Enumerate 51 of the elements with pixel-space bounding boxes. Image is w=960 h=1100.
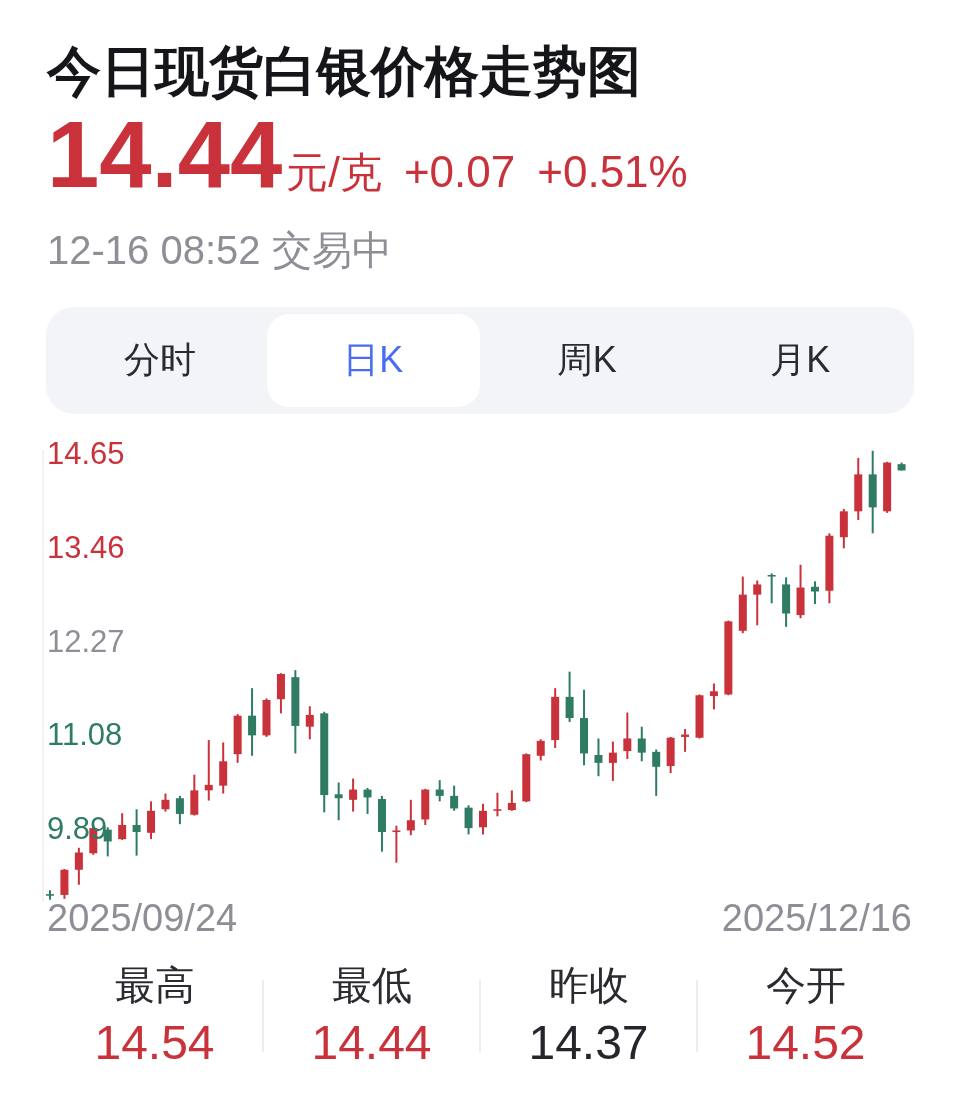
- text: 14.44: [310, 1015, 433, 1071]
- chart-title: 今日现货白银价格走势图: [47, 40, 641, 102]
- text: +0.51%: [537, 147, 688, 197]
- text: 14.52: [744, 1015, 867, 1071]
- candlestick: [753, 579, 762, 627]
- candlestick: [349, 777, 358, 813]
- text: 最高: [113, 962, 196, 1009]
- candlestick: [479, 802, 487, 836]
- annotation: 2025/09/24: [47, 896, 238, 940]
- candlestick: [450, 784, 459, 812]
- candlestick: [565, 670, 574, 723]
- candlestick: [435, 779, 444, 803]
- text: 今开: [764, 962, 847, 1009]
- candlestick: [74, 846, 83, 886]
- candlestick: [175, 794, 184, 826]
- text: 昨收: [547, 962, 630, 1009]
- y-tick-label: 14.65: [47, 436, 125, 472]
- candlestick: [493, 791, 502, 818]
- text: 最低: [330, 962, 413, 1009]
- candlestick: [305, 705, 314, 741]
- y-tick-label: 11.08: [47, 717, 123, 753]
- y-tick-label: 12.27: [47, 623, 125, 659]
- candlestick: [709, 682, 718, 711]
- candlestick: [608, 740, 617, 782]
- y-tick-label: 13.46: [47, 529, 125, 565]
- text: 14.37: [527, 1015, 650, 1071]
- text: +0.07: [403, 147, 516, 197]
- candlestick: [132, 808, 141, 857]
- candlestick: [147, 800, 156, 841]
- annotation: 2025/12/16: [721, 896, 912, 940]
- candlestick: [406, 798, 415, 837]
- candlestick: [248, 687, 257, 757]
- candlestick: [507, 789, 516, 812]
- candlestick: [334, 781, 343, 822]
- candlestick: [594, 737, 603, 778]
- text: 元/克: [286, 148, 382, 198]
- candlestick: [392, 824, 401, 864]
- candlestick: [637, 725, 646, 763]
- chart-subtitle: 12-16 08:52 交易中: [47, 228, 392, 272]
- candlestick: [161, 792, 170, 813]
- candlestick: [118, 812, 127, 841]
- text: 14.54: [93, 1015, 216, 1071]
- candlestick: [536, 738, 545, 762]
- candlestick: [767, 572, 776, 605]
- text: 14.44: [47, 102, 283, 207]
- candlestick: [652, 748, 661, 797]
- tab-bar: 分时 日K 周K 月K: [46, 307, 914, 414]
- candlestick: [623, 711, 632, 760]
- candlestick: [464, 804, 473, 836]
- y-tick-label: 9.89: [47, 810, 108, 846]
- candlestick: [204, 739, 213, 802]
